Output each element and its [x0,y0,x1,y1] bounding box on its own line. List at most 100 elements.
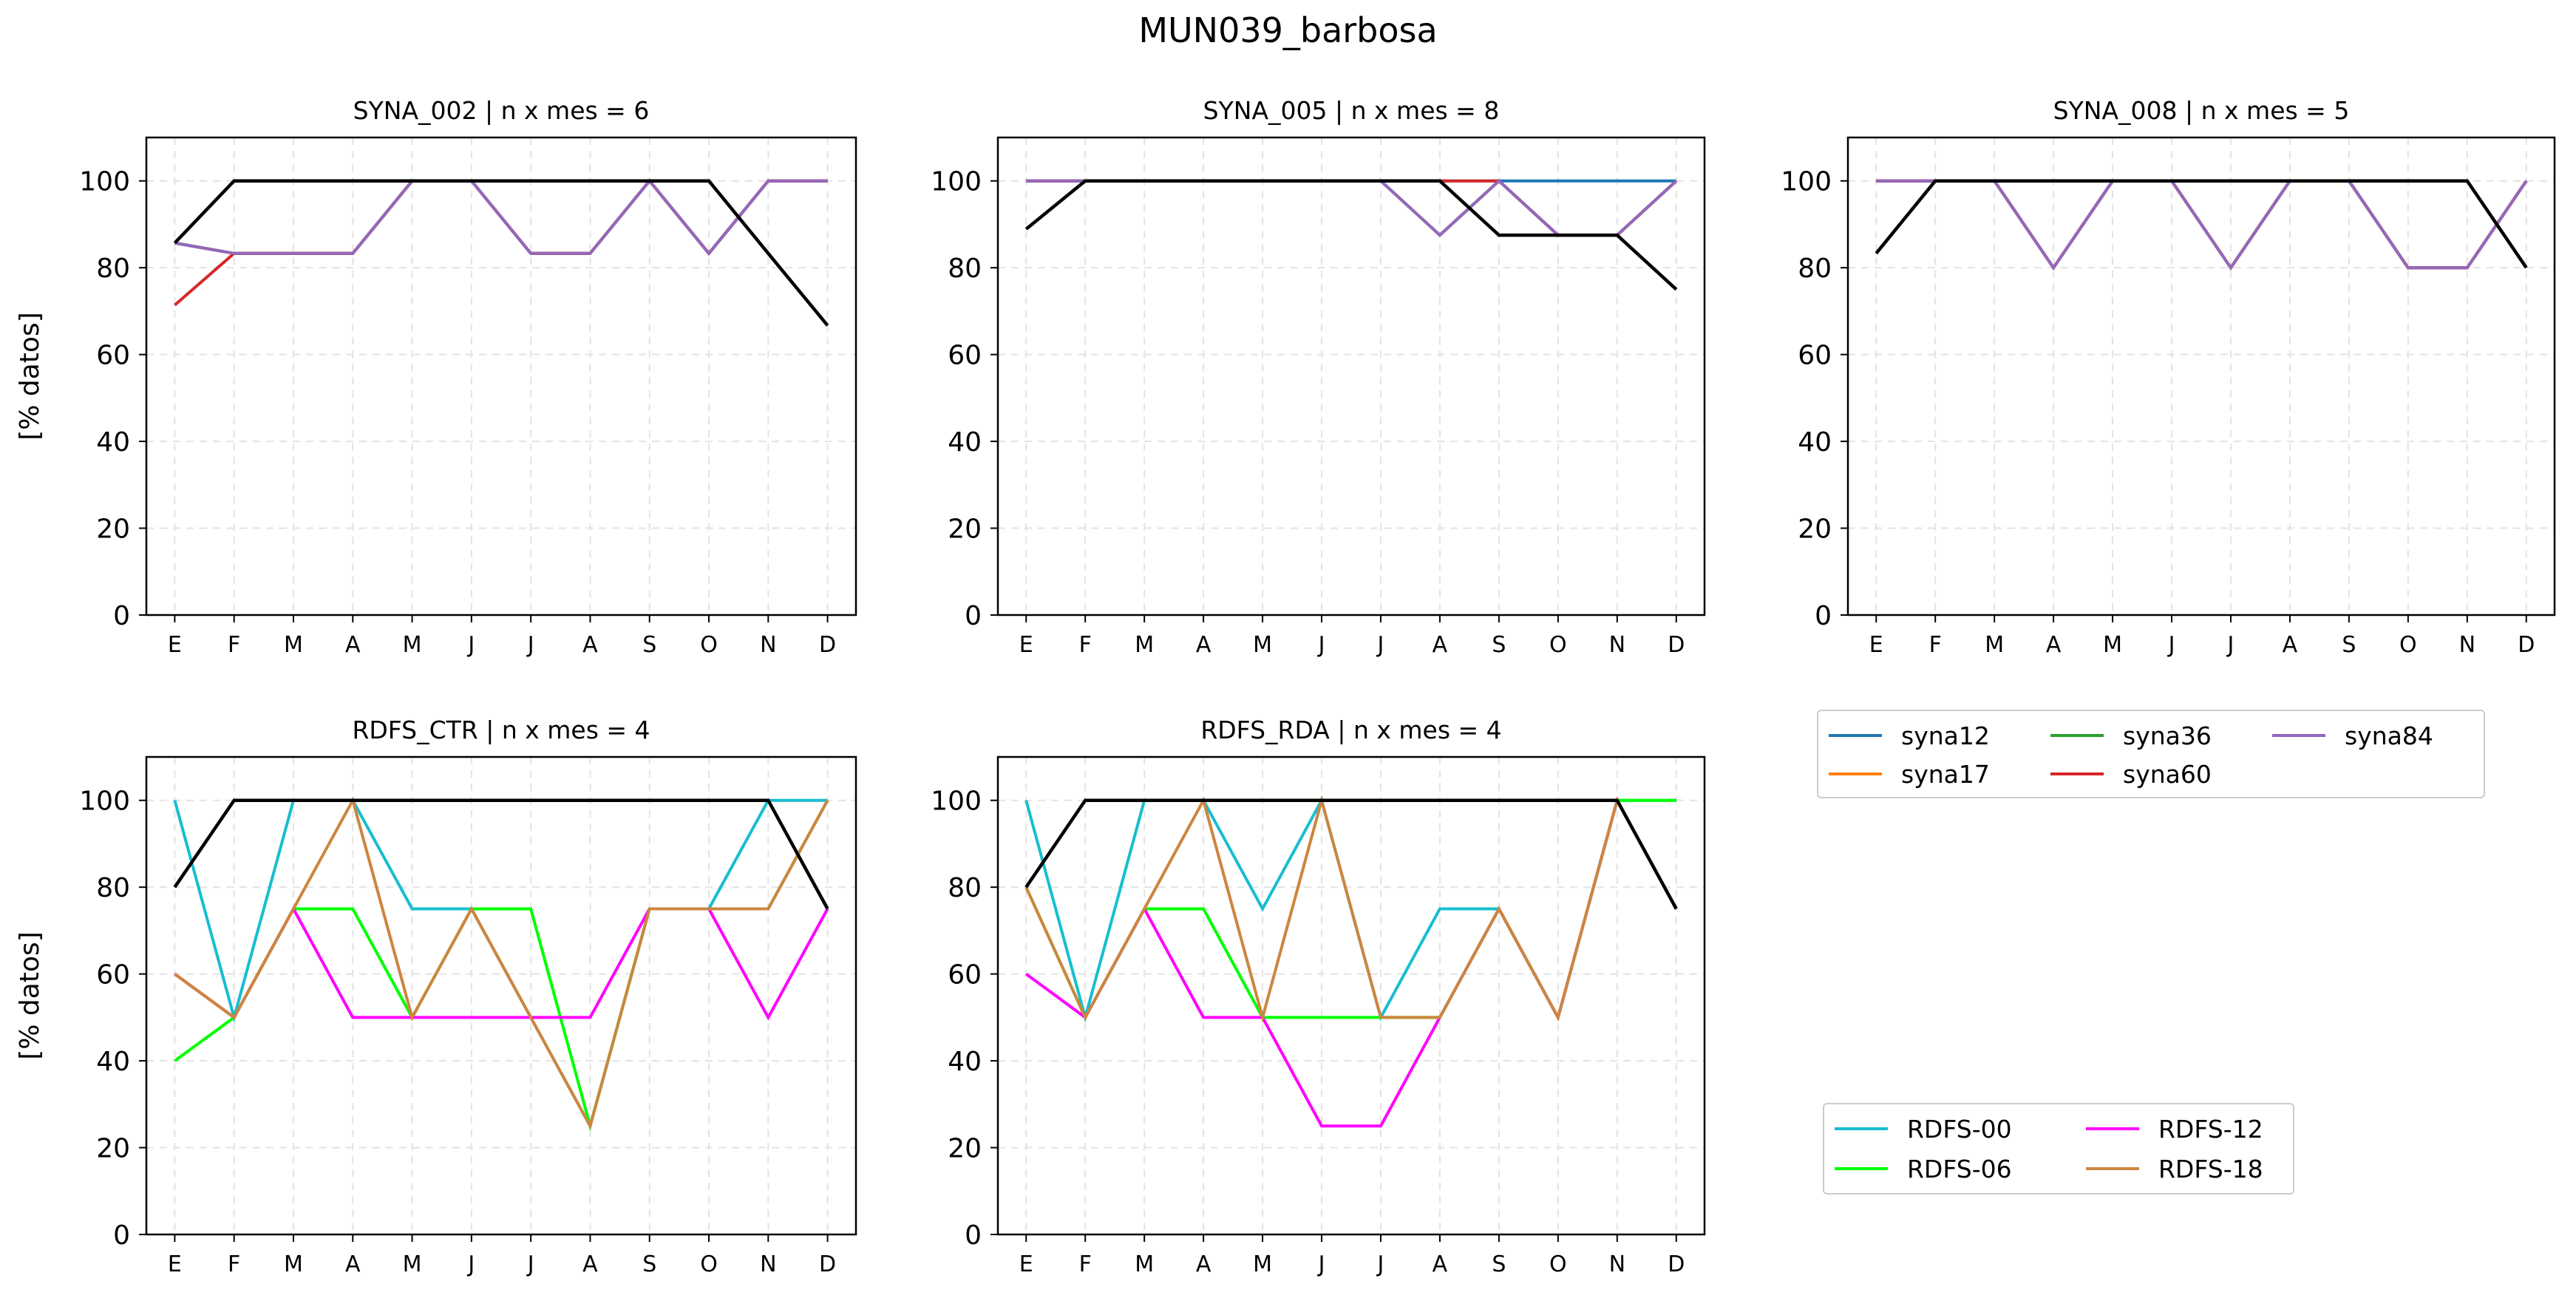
y-tick-label: 40 [948,427,982,458]
legend-swatch [2086,1127,2139,1130]
y-tick-label: 80 [948,254,982,284]
series-line-rdfs-12 [1025,796,1678,1128]
y-tick-label: 80 [948,873,982,903]
subplot-title: RDFS_RDA | n x mes = 4 [1200,716,1501,744]
x-tick-label: A [2283,632,2298,658]
plot-frame [145,755,857,1236]
x-tick-label: F [1929,632,1942,658]
total-series-line [1024,179,1678,291]
legend-label: syna12 [1901,721,1990,750]
x-tick-label: S [1492,632,1506,658]
x-tick-label: F [1079,632,1092,658]
x-tick-label: O [1549,632,1567,658]
total-series-line [1024,798,1678,910]
y-tick-label: 60 [948,960,982,991]
x-tick-label: N [1609,632,1625,658]
x-tick-label: D [1668,1251,1685,1277]
x-tick-label: N [760,632,776,658]
legend-entry-rdfs-00: RDFS-00 [1835,1110,2012,1147]
x-tick-label: A [1433,1251,1448,1277]
subplot-title: SYNA_005 | n x mes = 8 [1203,96,1500,125]
y-tick-label: 20 [948,514,982,545]
legend-label: syna36 [2123,721,2212,750]
y-tick-label: 40 [96,1047,130,1077]
y-tick-label: 0 [965,1220,982,1251]
x-tick-label: M [284,1251,303,1277]
y-tick-label: 40 [948,1047,982,1077]
legend-swatch [2272,734,2325,737]
x-tick-label: M [1253,632,1272,658]
x-tick-label: M [284,632,303,658]
x-tick-label: A [1433,632,1448,658]
x-tick-label: O [2399,632,2417,658]
legend-entry-syna17: syna17 [1829,755,1990,792]
legend-syna: syna12 syna17 syna36 syna60 syna84 [1817,710,2485,798]
series-line-syna84 [174,178,828,256]
x-tick-label: J [466,632,475,658]
plot-frame [996,136,1706,616]
y-tick-label: 100 [79,787,130,817]
x-tick-label: M [2103,632,2122,658]
x-tick-label: N [760,1251,776,1277]
subplot-title: SYNA_002 | n x mes = 6 [353,96,650,125]
x-tick-label: M [1985,632,2004,658]
legend-label: syna17 [1901,759,1990,789]
x-tick-label: D [819,1251,836,1277]
series-line-syna60 [174,178,828,307]
legend-swatch [1829,734,1882,737]
y-tick-label: 40 [1798,427,1832,458]
legend-entry-syna12: syna12 [1829,717,1990,754]
series-line-syna84 [1876,179,2528,271]
legend-label: RDFS-06 [1907,1154,2012,1183]
x-tick-label: J [1317,1251,1325,1277]
legend-label: RDFS-12 [2158,1114,2263,1144]
y-tick-label: 0 [1815,601,1832,631]
y-tick-label: 60 [948,341,982,371]
x-tick-label: A [582,632,598,658]
legend-swatch [1835,1167,1888,1170]
legend-entry-rdfs-18: RDFS-18 [2086,1150,2263,1187]
x-tick-label: J [1376,1251,1384,1277]
legend-swatch [1835,1127,1888,1130]
legend-swatch [2050,772,2104,775]
y-tick-label: 100 [79,167,130,197]
x-tick-label: D [819,632,836,658]
x-tick-label: A [345,632,361,658]
legend-label: RDFS-00 [1907,1114,2012,1144]
x-tick-label: D [2518,632,2535,658]
y-tick-label: 80 [96,254,130,284]
subplot-title: SYNA_008 | n x mes = 5 [2053,96,2350,125]
x-tick-label: O [700,1251,718,1277]
y-tick-label: 20 [948,1134,982,1164]
y-tick-label: 0 [113,1220,130,1251]
total-series-line [173,798,829,910]
x-tick-label: O [1549,1251,1567,1277]
legend-entry-rdfs-12: RDFS-12 [2086,1110,2263,1147]
x-tick-label: J [2167,632,2175,658]
y-tick-label: 100 [1781,167,1832,197]
y-tick-label: 0 [965,601,982,631]
x-tick-label: S [642,632,656,658]
legend-entry-syna36: syna36 [2050,717,2212,754]
series-line-syna36 [1026,178,1678,237]
x-tick-label: A [1196,632,1211,658]
x-tick-label: A [582,1251,598,1277]
y-tick-label: 80 [96,873,130,903]
x-tick-label: M [403,632,422,658]
y-tick-label: 80 [1798,254,1832,284]
x-tick-label: E [1019,632,1033,658]
plot-frame [996,755,1706,1236]
y-tick-label: 60 [1798,341,1832,371]
x-tick-label: N [2459,632,2475,658]
y-tick-label: 20 [96,1134,130,1164]
x-tick-label: S [1492,1251,1506,1277]
x-tick-label: A [1196,1251,1211,1277]
series-line-syna17 [1026,178,1678,237]
x-tick-label: A [345,1251,361,1277]
y-tick-label: 60 [96,341,130,371]
x-tick-label: O [700,632,718,658]
legend-swatch [2050,734,2104,737]
series-line-syna84 [1026,178,1678,237]
x-tick-label: J [1317,632,1325,658]
